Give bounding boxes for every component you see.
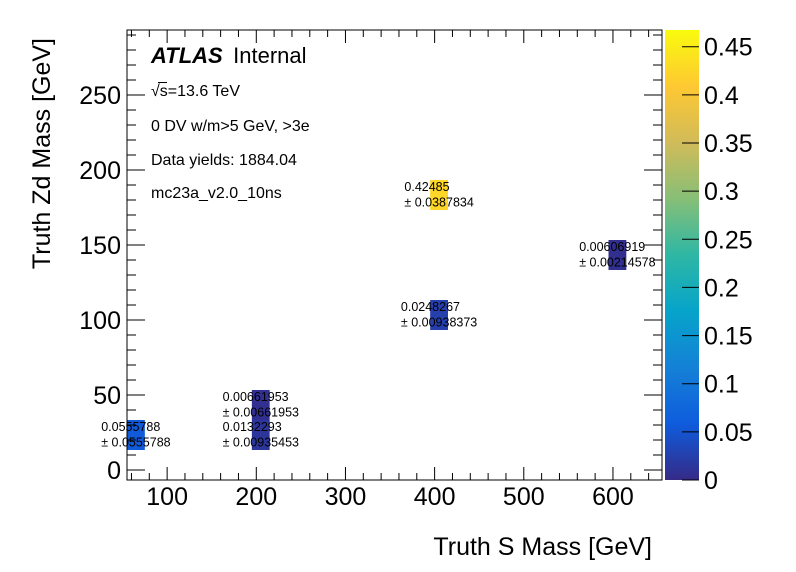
colorbar-tick-label: 0.15 (704, 323, 753, 351)
cell-error-label: ± 0.0387834 (404, 196, 473, 210)
x-tick-label: 600 (592, 483, 634, 511)
cell-label-group: 0.0248267 ± 0.00938373 (401, 300, 477, 330)
cell-error-label: ± 0.00661953 (223, 406, 299, 420)
y-tick-label: 0 (107, 457, 121, 485)
plot-frame (126, 29, 663, 481)
axis-ticks (127, 30, 662, 480)
colorbar (665, 30, 699, 480)
x-tick-label: 300 (325, 483, 367, 511)
atlas-label: ATLAS Internal (150, 43, 307, 68)
y-tick-label: 200 (79, 157, 121, 185)
svg-text:ATLAS Internal: ATLAS Internal (150, 43, 307, 68)
heatmap-cell (430, 180, 448, 210)
y-tick-label: 100 (79, 307, 121, 335)
axis-tick-labels: 100 200 300 400 500 600 0 50 100 150 200 250 (79, 82, 634, 511)
cell-label-group: 0.0132293 ± 0.00935453 (223, 420, 299, 450)
colorbar-tick-label: 0.05 (704, 419, 753, 447)
cell-label-group: 0.0555788 ± 0.0555788 (101, 420, 170, 450)
cell-error-label: ± 0.00214578 (579, 256, 655, 270)
x-tick-label: 100 (146, 483, 188, 511)
atlas-experiment-label: ATLAS (150, 43, 223, 68)
energy-annotation: √s=13.6 TeV (151, 83, 240, 100)
x-axis-title: Truth S Mass [GeV] (433, 533, 652, 561)
selection-annotation: 0 DV w/m>5 GeV, >3e (151, 118, 310, 135)
heatmap-cell (430, 300, 448, 330)
yields-annotation: Data yields: 1884.04 (151, 152, 297, 169)
heatmap-cell-labels: 0.0555788 ± 0.0555788 0.00661953 ± 0.006619… (101, 180, 655, 450)
y-tick-label: 50 (93, 382, 121, 410)
cell-value-label: 0.0248267 (401, 300, 460, 314)
sample-annotation: mc23a_v2.0_10ns (151, 185, 282, 202)
cell-value-label: 0.0132293 (223, 420, 282, 434)
atlas-status-label: Internal (233, 43, 306, 68)
heatmap-cell (127, 420, 145, 450)
cell-value-label: 0.00606919 (579, 240, 645, 254)
heatmap-cell (608, 240, 627, 270)
colorbar-tick-label: 0.4 (704, 82, 739, 110)
colorbar-tick-label: 0.1 (704, 371, 739, 399)
colorbar-tick-label: 0 (704, 467, 718, 495)
cell-error-label: ± 0.0555788 (101, 436, 170, 450)
y-tick-label: 250 (79, 82, 121, 110)
colorbar-tick-label: 0.2 (704, 274, 739, 302)
heatmap-cell (251, 420, 270, 450)
y-axis-title: Truth Zd Mass [GeV] (28, 38, 56, 269)
x-tick-label: 400 (414, 483, 456, 511)
colorbar-tick-label: 0.25 (704, 226, 753, 254)
cell-value-label: 0.00661953 (223, 390, 289, 404)
colorbar-tick-label: 0.35 (704, 130, 753, 158)
cell-label-group: 0.00661953 ± 0.00661953 (223, 390, 299, 420)
heatmap-cell (251, 390, 270, 420)
cell-label-group: 0.42485 ± 0.0387834 (404, 180, 473, 210)
heatmap-cells (127, 180, 627, 450)
y-tick-label: 150 (79, 232, 121, 260)
cell-label-group: 0.00606919 ± 0.00214578 (579, 240, 655, 270)
cell-error-label: ± 0.00935453 (223, 436, 299, 450)
colorbar-tick-label: 0.45 (704, 34, 753, 62)
x-tick-label: 200 (235, 483, 277, 511)
cell-value-label: 0.0555788 (101, 420, 160, 434)
colorbar-ticks: 0 0.05 0.1 0.15 0.2 0.25 0.3 0.35 0.4 0.45 (682, 34, 753, 495)
cell-value-label: 0.42485 (404, 180, 449, 194)
cell-error-label: ± 0.00938373 (401, 316, 477, 330)
x-tick-label: 500 (503, 483, 545, 511)
colorbar-tick-label: 0.3 (704, 178, 739, 206)
